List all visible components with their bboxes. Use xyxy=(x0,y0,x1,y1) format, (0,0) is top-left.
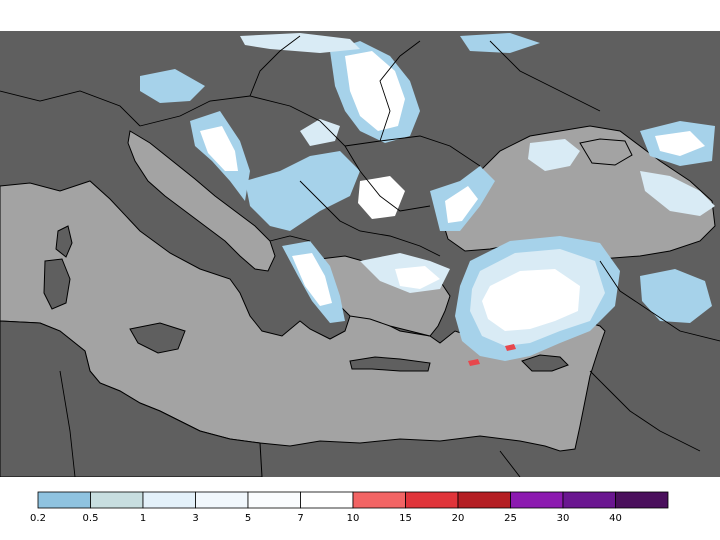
legend-swatch xyxy=(247,491,301,509)
legend-tick-label: 5 xyxy=(245,513,251,524)
snow-region-north-strip xyxy=(240,33,360,53)
legend-swatch xyxy=(352,491,406,509)
country-borders xyxy=(0,35,720,477)
tunisia-coast xyxy=(0,320,263,477)
legend-swatch xyxy=(90,491,144,509)
border-line-2 xyxy=(139,95,291,127)
snow-region-serbia xyxy=(300,119,340,146)
snow-region-taurus-extreme-2 xyxy=(505,344,516,351)
border-line-8 xyxy=(299,180,441,257)
snow-region-dinaric-core xyxy=(200,126,238,171)
legend-tick-label: 3 xyxy=(192,513,198,524)
border-line-9 xyxy=(269,235,311,242)
border-line-12 xyxy=(589,370,701,452)
snow-region-northeast xyxy=(460,33,540,53)
legend-swatch xyxy=(457,491,511,509)
snow-depth-map xyxy=(0,31,720,477)
legend-tick-label: 0.2 xyxy=(30,513,46,524)
legend-tick-label: 0.5 xyxy=(83,513,99,524)
border-line-6 xyxy=(379,40,421,142)
snow-region-thrace-core xyxy=(395,266,440,289)
snow-region-balkans xyxy=(245,151,360,231)
snow-region-anatolia-core xyxy=(482,269,580,331)
cyprus-island xyxy=(521,354,569,372)
legend-tick-label: 7 xyxy=(297,513,303,524)
legend-swatch xyxy=(300,491,354,509)
snow-region-taurus-extreme-1 xyxy=(468,359,480,366)
color-legend: 0.2 0.5 1 3 5 7 10 15 20 25 30 40 xyxy=(0,490,720,540)
snow-layer xyxy=(140,33,715,366)
border-line-5 xyxy=(344,135,481,167)
legend-tick-labels: 0.2 0.5 1 3 5 7 10 15 20 25 30 40 xyxy=(30,513,622,524)
border-line-7 xyxy=(359,170,431,212)
corsica-island xyxy=(55,225,73,258)
sicily-island xyxy=(129,322,186,354)
azov-sea xyxy=(579,138,633,166)
border-line-13 xyxy=(499,450,521,477)
legend-tick-label: 1 xyxy=(140,513,146,524)
legend-tick-label: 20 xyxy=(452,513,465,524)
legend-swatch xyxy=(510,491,564,509)
legend-tick-label: 30 xyxy=(557,513,570,524)
legend-tick-label: 10 xyxy=(347,513,360,524)
crete-island xyxy=(349,356,431,372)
snow-region-pindus-core xyxy=(292,253,332,306)
border-line-11 xyxy=(599,260,720,342)
border-line-14 xyxy=(59,370,76,477)
snow-region-dobruja-core xyxy=(445,186,478,223)
legend-tick-label: 25 xyxy=(504,513,517,524)
legend-swatch xyxy=(195,491,249,509)
legend-swatch xyxy=(562,491,616,509)
snow-region-caucasus xyxy=(640,171,715,216)
sardinia-island xyxy=(43,258,71,310)
border-line-1 xyxy=(0,90,141,127)
snow-region-crimea xyxy=(528,139,580,171)
legend-swatch xyxy=(615,491,669,509)
legend-swatch xyxy=(142,491,196,509)
legend-swatch xyxy=(37,491,91,509)
snow-region-alps xyxy=(140,69,205,103)
border-line-10 xyxy=(489,40,601,112)
legend-tick-label: 40 xyxy=(609,513,622,524)
legend-color-bar xyxy=(37,491,669,509)
adriatic-sea xyxy=(127,130,276,272)
legend-tick-label: 15 xyxy=(399,513,412,524)
border-line-3 xyxy=(249,35,301,97)
legend-swatch xyxy=(405,491,459,509)
snow-region-east-anatolia xyxy=(640,269,712,323)
border-line-4 xyxy=(289,105,361,172)
snow-region-northeast-3 xyxy=(655,131,705,156)
